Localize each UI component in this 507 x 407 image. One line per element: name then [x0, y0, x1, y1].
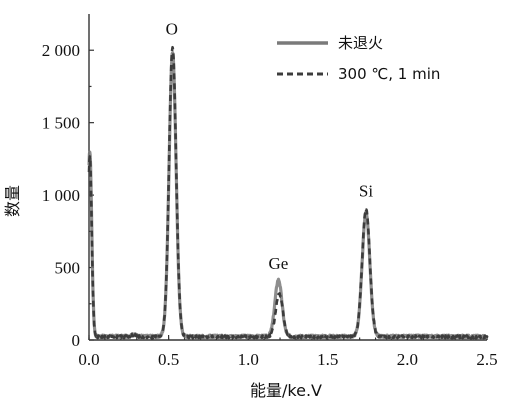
x-tick-label: 1.0	[238, 350, 259, 369]
y-tick-label: 1 500	[42, 114, 80, 133]
x-tick-label: 0.0	[78, 350, 99, 369]
x-axis-label: 能量/ke.V	[250, 381, 322, 400]
axes-layer: 0.0 0.5 1.0 1.5 2.0 2.5 0 500 1 000 1 500 2 000 能量/…	[3, 14, 498, 400]
y-tick-label: 2 000	[42, 41, 80, 60]
x-tick-label: 2.5	[476, 350, 497, 369]
legend-entry: 300 ℃, 1 min	[338, 65, 440, 83]
x-tick-label: 1.5	[317, 350, 338, 369]
x-tick-label: 0.5	[158, 350, 179, 369]
y-axis-label: 数量	[3, 185, 22, 217]
legend-entry: 未退火	[338, 34, 383, 52]
y-tick-label: 500	[55, 259, 81, 278]
x-tick-label: 2.0	[397, 350, 418, 369]
annotations-layer: O Ge Si	[166, 19, 374, 273]
series-line-unannealed	[87, 51, 489, 340]
series-line-annealed-300c	[87, 45, 489, 340]
peak-label: Ge	[269, 254, 289, 273]
peak-label: O	[166, 19, 178, 38]
peak-label: Si	[359, 182, 373, 201]
y-tick-label: 0	[72, 331, 81, 350]
series-layer	[87, 45, 489, 340]
y-tick-label: 1 000	[42, 186, 80, 205]
legend-layer: 未退火 300 ℃, 1 min	[277, 34, 440, 83]
